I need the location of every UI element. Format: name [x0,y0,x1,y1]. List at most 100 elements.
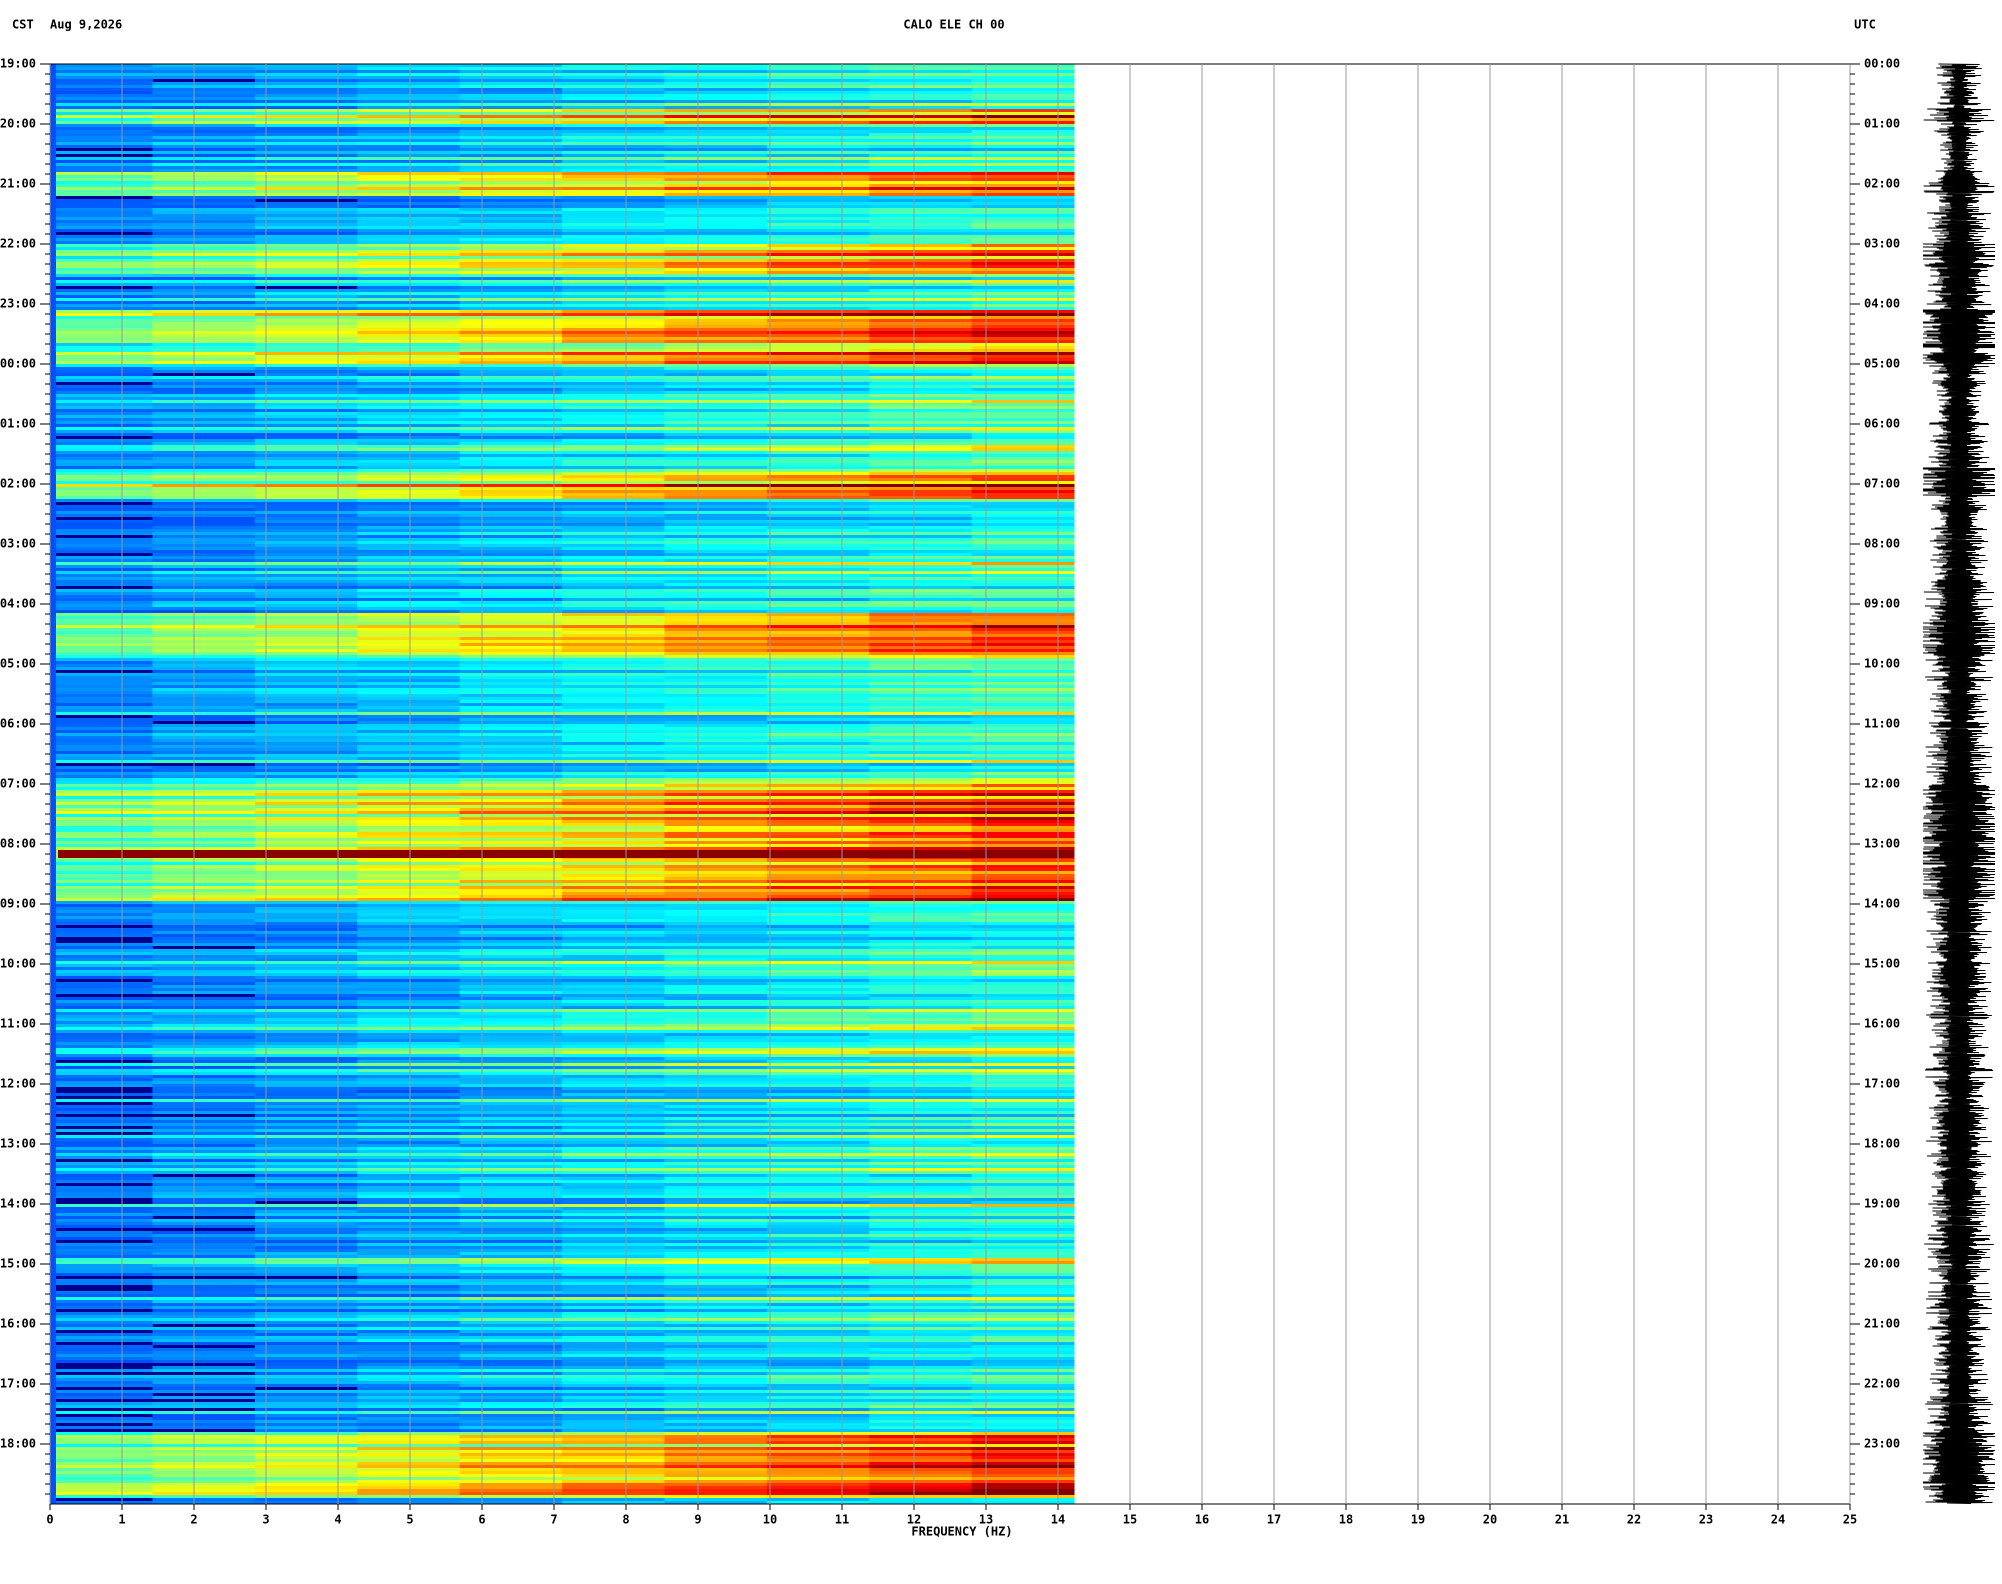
spectrogram-cell [971,274,1075,277]
spectrogram-cell [459,1489,563,1492]
spectrogram-cell [869,1483,973,1486]
spectrogram-cell [254,913,358,916]
spectrogram-cell [459,1276,563,1279]
spectrogram-cell [357,1477,461,1480]
spectrogram-cell [766,718,870,721]
spectrogram-cell [459,415,563,418]
spectrogram-cell [357,115,461,118]
spectrogram-cell [152,706,256,709]
spectrogram-cell [766,475,870,478]
spectrogram-cell [357,688,461,691]
spectrogram-cell [357,964,461,967]
spectrogram-cell [971,1195,1075,1198]
spectrogram-cell [357,1390,461,1393]
spectrogram-cell [869,1192,973,1195]
spectrogram-cell [971,1027,1075,1030]
spectrogram-cell [766,487,870,490]
spectrogram-cell [152,340,256,343]
spectrogram-cell [459,1264,563,1267]
spectrogram-cell [152,241,256,244]
spectrogram-cell [766,406,870,409]
spectrogram-cell [459,838,563,841]
spectrogram-cell [766,76,870,79]
spectrogram-cell [664,376,768,379]
spectrogram-cell [869,1207,973,1210]
spectrogram-cell [664,1096,768,1099]
spectrogram-cell [766,1123,870,1126]
spectrogram-cell [459,106,563,109]
spectrogram-cell [664,1051,768,1054]
spectrogram-cell [664,1288,768,1291]
spectrogram-cell [766,712,870,715]
spectrogram-cell [459,1354,563,1357]
spectrogram-cell [459,436,563,439]
spectrogram-cell [459,121,563,124]
spectrogram-cell [152,208,256,211]
spectrogram-cell [152,148,256,151]
spectrogram-cell [869,1042,973,1045]
spectrogram-cell [152,670,256,673]
spectrogram-cell [50,415,153,418]
spectrogram-cell [971,991,1075,994]
spectrogram-cell [562,826,665,829]
spectrogram-cell [869,1045,973,1048]
spectrogram-cell [152,388,256,391]
spectrogram-cell [971,775,1075,778]
spectrogram-cell [254,958,358,961]
spectrogram-cell [254,517,358,520]
spectrogram-cell [254,1297,358,1300]
spectrogram-cell [971,676,1075,679]
spectrogram-cell [766,154,870,157]
spectrogram-cell [357,187,461,190]
spectrogram-cell [254,220,358,223]
spectrogram-cell [562,349,665,352]
spectrogram-cell [50,1255,153,1258]
spectrogram-cell [254,679,358,682]
spectrogram-cell [50,1072,153,1075]
spectrogram-cell [50,1354,153,1357]
spectrogram-cell [357,1285,461,1288]
spectrogram-cell [562,388,665,391]
spectrogram-cell [766,1267,870,1270]
spectrogram-cell [766,349,870,352]
spectrogram-cell [152,85,256,88]
spectrogram-cell [562,1144,665,1147]
spectrogram-cell [152,1438,256,1441]
spectrogram-cell [869,997,973,1000]
spectrogram-cell [766,1009,870,1012]
spectrogram-cell [971,868,1075,871]
spectrogram-cell [459,274,563,277]
spectrogram-cell [971,244,1075,247]
spectrogram-cell [664,1129,768,1132]
spectrogram-cell [971,157,1075,160]
spectrogram-cell [50,1432,153,1435]
spectrogram-cell [254,793,358,796]
spectrogram-cell [869,562,973,565]
spectrogram-cell [254,685,358,688]
spectrogram-cell [971,310,1075,313]
spectrogram-cell [357,1303,461,1306]
spectrogram-cell [664,1498,768,1501]
spectrogram-cell [357,952,461,955]
spectrogram-cell [152,1132,256,1135]
spectrogram-cell [152,1171,256,1174]
spectrogram-cell [357,1462,461,1465]
spectrogram-cell [971,304,1075,307]
spectrogram-cell [357,1198,461,1201]
spectrogram-cell [152,454,256,457]
spectrogram-cell [152,880,256,883]
spectrogram-cell [562,250,665,253]
x-tick-label: 23 [1699,1513,1713,1527]
spectrogram-cell [766,1300,870,1303]
spectrogram-cell [459,103,563,106]
spectrogram-cell [869,115,973,118]
spectrogram-cell [562,1381,665,1384]
spectrogram-cell [50,115,153,118]
spectrogram-cell [459,805,563,808]
spectrogram-cell [664,586,768,589]
spectrogram-cell [766,1336,870,1339]
spectrogram-cell [459,268,563,271]
spectrogram-cell [869,544,973,547]
spectrogram-cell [50,532,153,535]
spectrogram-cell [357,553,461,556]
